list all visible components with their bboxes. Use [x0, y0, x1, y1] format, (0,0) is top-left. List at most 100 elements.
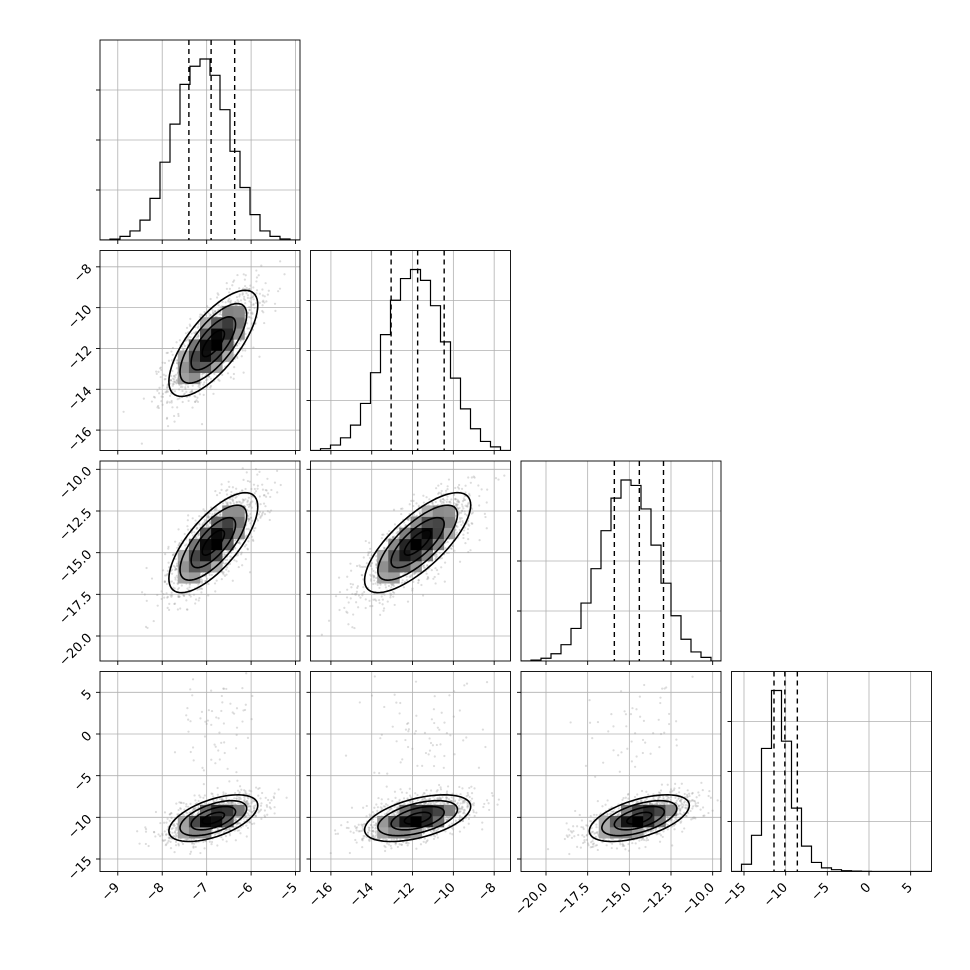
- scatter-point: [378, 586, 381, 590]
- scatter-point: [197, 583, 200, 586]
- scatter-point: [466, 503, 469, 506]
- scatter-point: [198, 588, 201, 591]
- density-cell: [377, 572, 389, 584]
- scatter-point: [239, 299, 243, 302]
- scatter-point: [411, 589, 414, 592]
- scatter-point: [219, 305, 222, 309]
- scatter-point: [384, 586, 388, 589]
- scatter-point: [152, 619, 155, 623]
- scatter-point: [259, 516, 262, 519]
- scatter-point: [216, 292, 219, 295]
- scatter-point: [256, 519, 260, 522]
- scatter-point: [345, 596, 349, 599]
- scatter-point: [246, 294, 250, 297]
- scatter-point: [382, 607, 386, 610]
- scatter-point: [230, 801, 233, 804]
- scatter-point: [235, 501, 239, 504]
- scatter-point: [440, 482, 443, 485]
- scatter-point: [373, 579, 376, 582]
- scatter-point: [177, 528, 180, 531]
- scatter-point: [173, 831, 177, 834]
- scatter-point: [379, 613, 382, 616]
- scatter-point: [473, 476, 476, 479]
- scatter-point: [178, 339, 181, 342]
- scatter-point: [165, 592, 168, 595]
- density-cell: [177, 361, 190, 374]
- scatter-point: [177, 586, 181, 590]
- scatter-point: [465, 514, 469, 517]
- scatter-point: [362, 556, 365, 559]
- scatter-point: [191, 406, 194, 409]
- scatter-point: [368, 599, 371, 602]
- scatter-point: [189, 317, 192, 320]
- scatter-point: [267, 798, 270, 802]
- scatter-point: [393, 535, 396, 538]
- scatter-point: [248, 287, 251, 291]
- scatter-point: [435, 487, 438, 490]
- scatter-point: [170, 350, 173, 353]
- scatter-point: [362, 586, 365, 589]
- scatter-point: [225, 501, 228, 505]
- scatter-point: [458, 560, 462, 563]
- scatter-point: [208, 314, 211, 318]
- density-cell: [410, 527, 422, 540]
- scatter-point: [250, 506, 253, 509]
- scatter-point: [433, 554, 436, 557]
- scatter-point: [472, 475, 475, 478]
- scatter-point: [454, 486, 457, 490]
- scatter-point: [189, 595, 192, 598]
- scatter-point: [218, 513, 222, 517]
- density-cell: [188, 350, 201, 362]
- density-cell: [200, 561, 212, 573]
- scatter-point: [228, 485, 231, 488]
- scatter-point: [461, 505, 464, 508]
- scatter-point: [247, 540, 250, 543]
- scatter-point: [441, 497, 445, 501]
- scatter-point: [244, 498, 247, 501]
- scatter-point: [255, 289, 259, 292]
- scatter-point: [417, 579, 420, 582]
- scatter-point: [249, 513, 252, 516]
- scatter-point: [166, 572, 169, 576]
- scatter-point: [237, 565, 240, 569]
- scatter-point: [222, 793, 225, 796]
- scatter-point: [209, 521, 212, 524]
- scatter-point: [175, 379, 178, 382]
- density-cell: [177, 372, 190, 385]
- scatter-point: [464, 512, 467, 516]
- scatter-point: [423, 566, 426, 569]
- scatter-point: [204, 520, 207, 523]
- scatter-point: [203, 519, 206, 522]
- scatter-point: [232, 502, 235, 505]
- scatter-point: [260, 264, 263, 267]
- scatter-point: [212, 392, 215, 395]
- scatter-point: [497, 478, 500, 481]
- scatter-point: [455, 503, 458, 507]
- scatter-point: [175, 568, 178, 571]
- scatter-point: [463, 498, 467, 502]
- scatter-point: [401, 579, 404, 582]
- scatter-point: [172, 375, 176, 378]
- scatter-point: [185, 326, 189, 329]
- scatter-point: [228, 780, 231, 783]
- scatter-point: [434, 567, 437, 570]
- scatter-point: [247, 288, 251, 291]
- scatter-point: [396, 531, 399, 534]
- scatter-point: [249, 504, 252, 508]
- scatter-point: [237, 541, 240, 544]
- scatter-point: [480, 488, 483, 491]
- scatter-point: [471, 507, 474, 511]
- density-cell: [233, 306, 245, 318]
- scatter-point: [245, 543, 248, 546]
- scatter-point: [197, 325, 200, 328]
- scatter-point: [213, 508, 217, 511]
- scatter-point: [195, 399, 198, 402]
- scatter-point: [171, 384, 174, 387]
- scatter-point: [391, 535, 395, 539]
- density-cell: [200, 339, 212, 351]
- scatter-point: [213, 509, 216, 512]
- scatter-point: [346, 611, 349, 614]
- scatter-point: [478, 504, 481, 507]
- scatter-point: [167, 547, 170, 550]
- scatter-point: [206, 516, 209, 519]
